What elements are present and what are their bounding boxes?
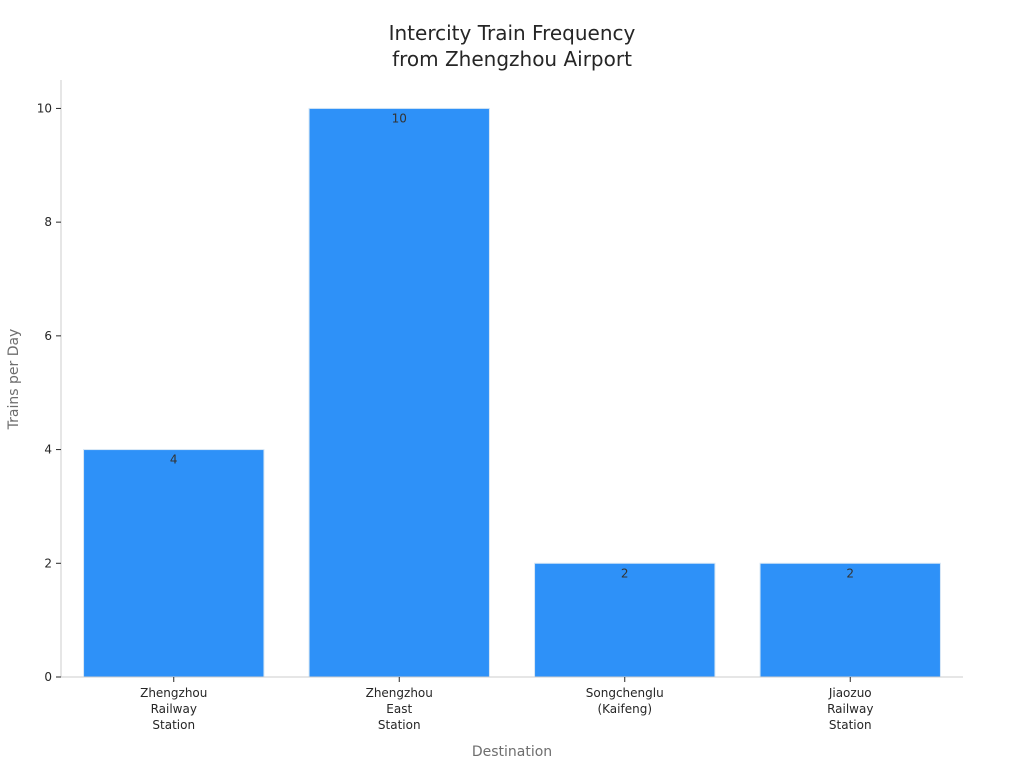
bar-value-label: 2 xyxy=(621,566,629,580)
bar xyxy=(759,562,941,678)
x-axis: Zhengzhou Railway Station Zhengzhou East Stat… xyxy=(61,676,963,732)
data-labels-layer: 4 10 2 2 xyxy=(170,111,854,580)
y-tick-label: 2 xyxy=(44,556,52,570)
x-tick-label: Zhengzhou Railway Station xyxy=(140,686,207,732)
y-tick-label: 10 xyxy=(37,101,52,115)
y-tick-label: 4 xyxy=(44,443,52,457)
bar-value-label: 4 xyxy=(170,453,178,467)
chart-title-line-2: from Zhengzhou Airport xyxy=(392,47,632,71)
y-tick-label: 0 xyxy=(44,670,52,684)
bar xyxy=(534,562,716,678)
bar xyxy=(308,107,490,678)
x-axis-label: Destination xyxy=(472,744,552,760)
x-tick-label: Jiaozuo Railway Station xyxy=(827,686,873,732)
y-axis: 0 2 4 6 8 10 xyxy=(37,80,62,684)
bar-value-label: 10 xyxy=(392,111,407,125)
y-axis-label: Trains per Day xyxy=(6,329,22,431)
y-tick-label: 6 xyxy=(44,329,52,343)
y-tick-label: 8 xyxy=(44,215,52,229)
bar xyxy=(83,449,265,678)
x-tick-label: Zhengzhou East Station xyxy=(366,686,433,732)
chart-title-line-1: Intercity Train Frequency xyxy=(389,21,636,45)
bar-value-label: 2 xyxy=(846,566,854,580)
bars-layer xyxy=(83,107,941,678)
x-tick-label: Songchenglu (Kaifeng) xyxy=(586,686,664,716)
